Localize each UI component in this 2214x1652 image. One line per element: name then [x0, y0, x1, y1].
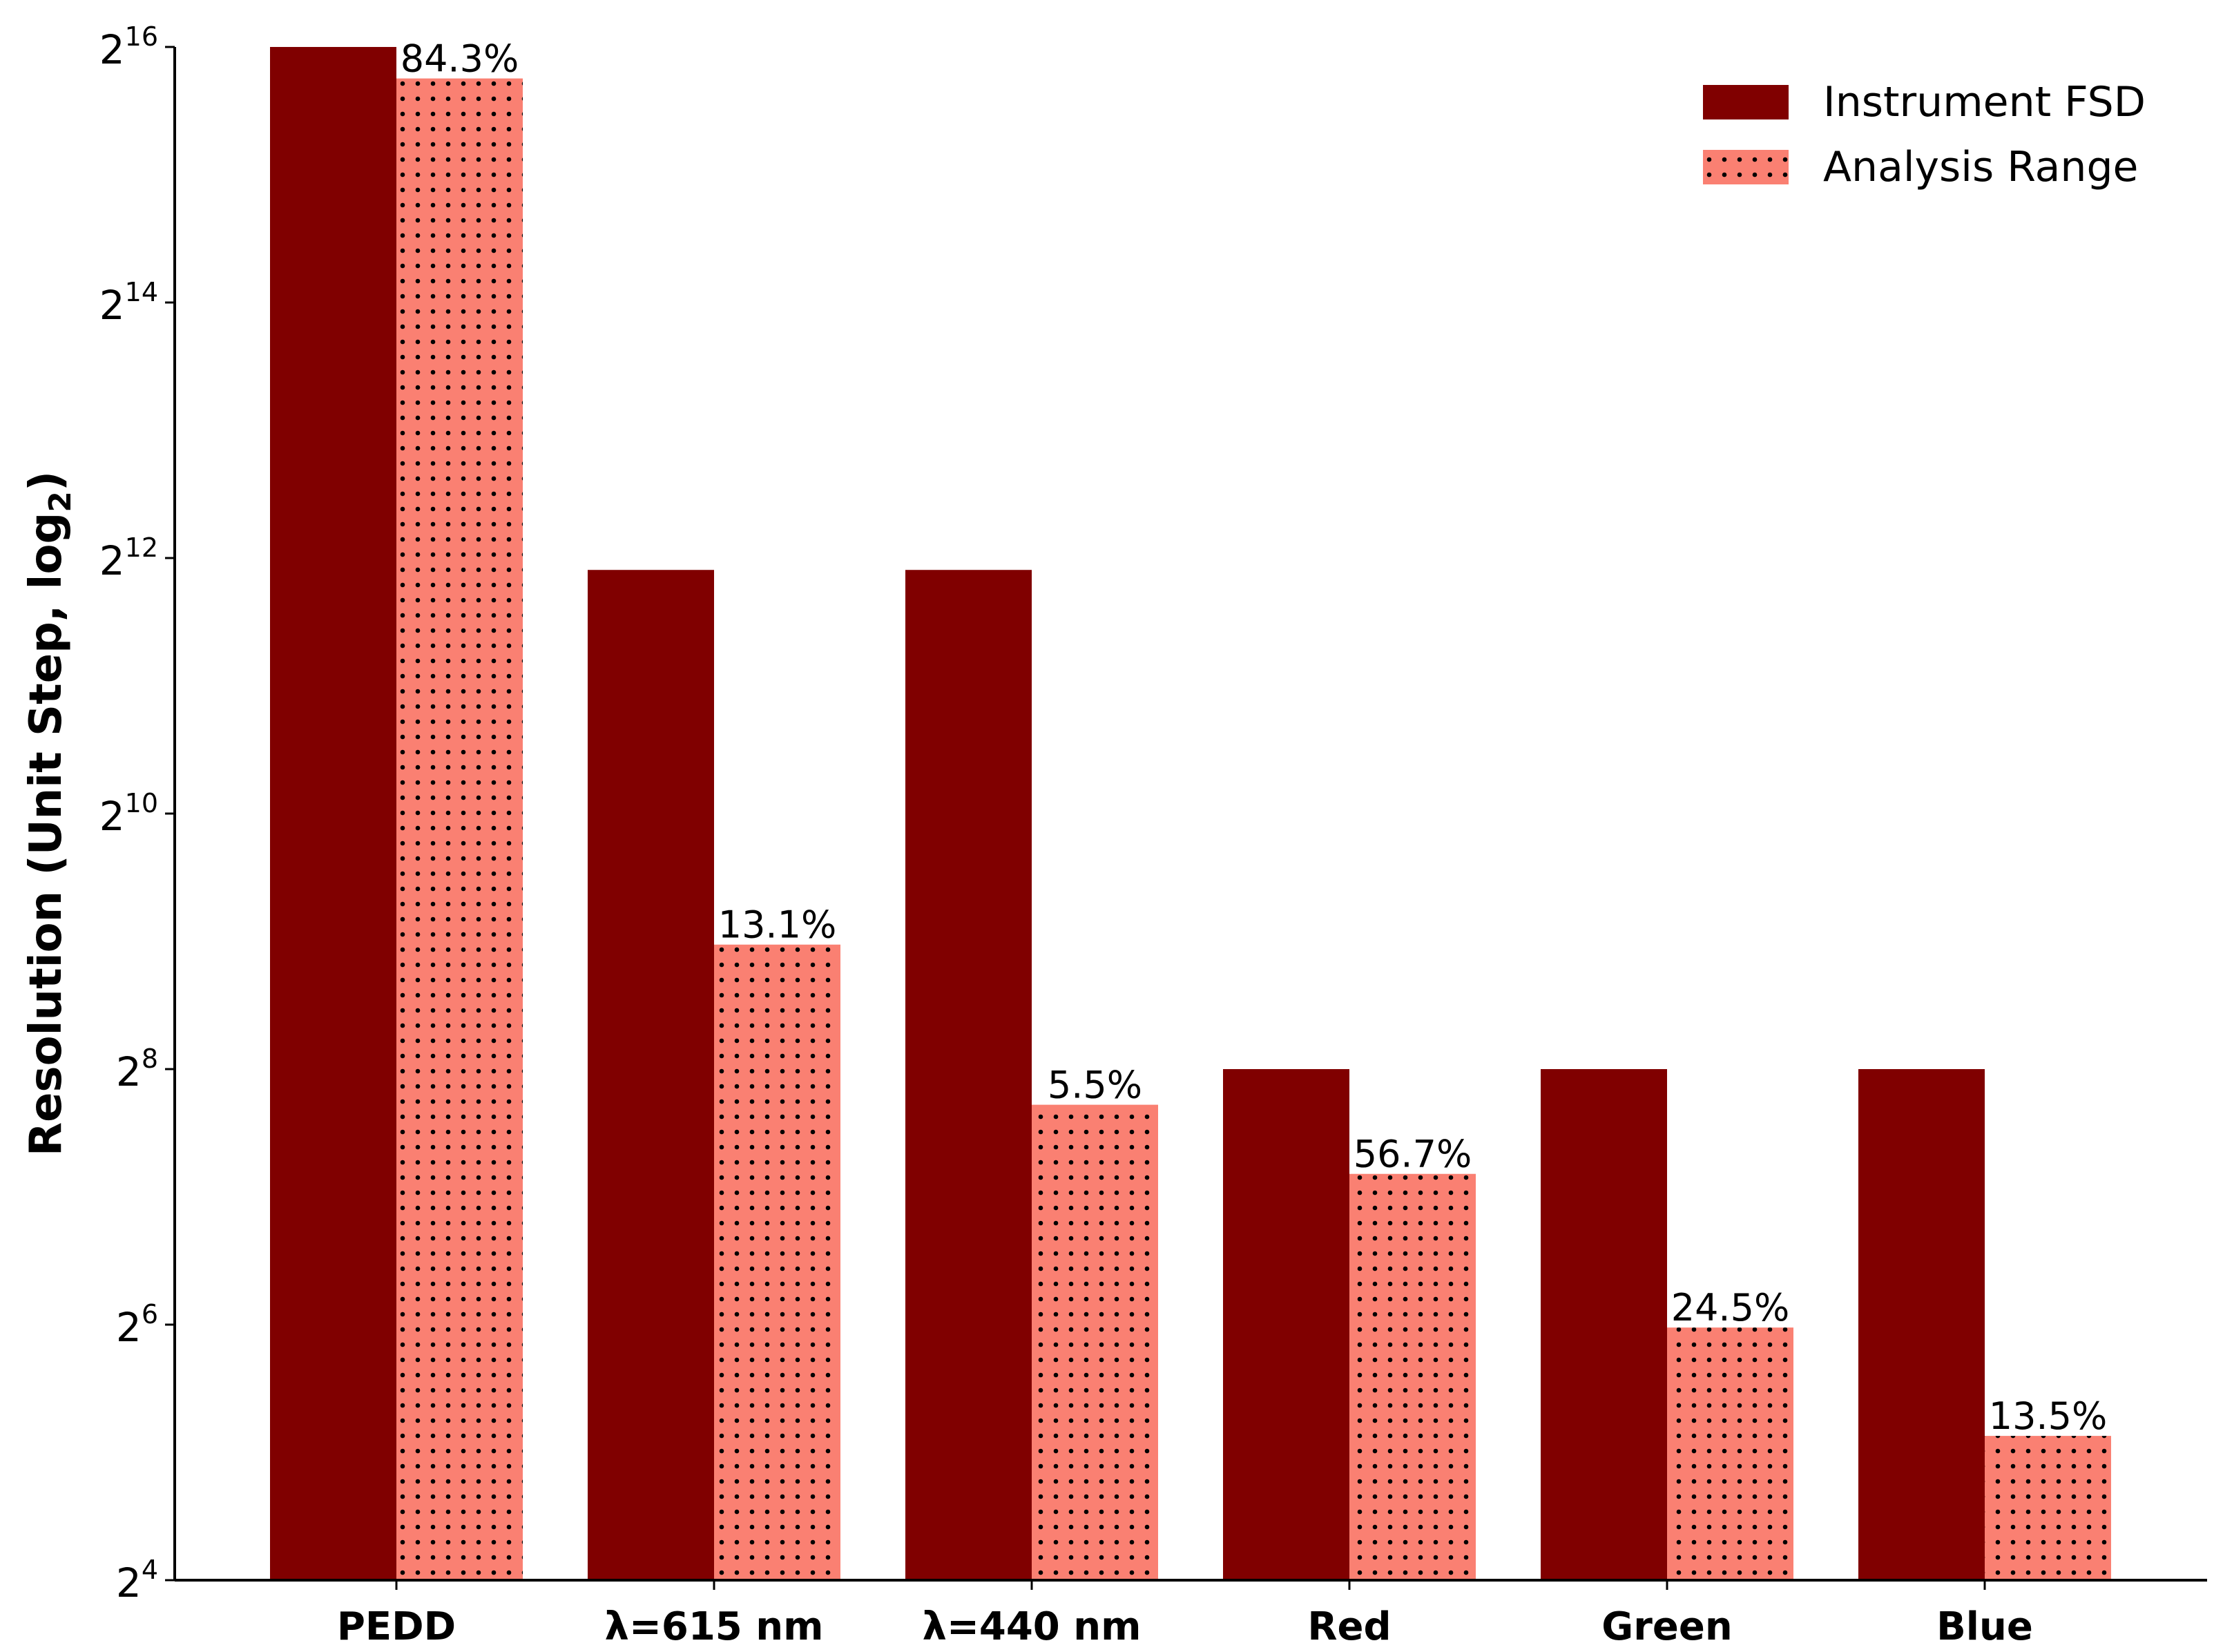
legend-swatch-0: [1703, 85, 1789, 119]
bar-analysis-range-3: [1349, 1173, 1476, 1580]
x-tick-label-0: PEDD: [337, 1604, 456, 1649]
x-tick-label-2: λ=440 nm: [923, 1604, 1142, 1649]
bar-analysis-range-1: [714, 944, 840, 1580]
bar-analysis-range-5: [1985, 1436, 2111, 1580]
y-tick-label-5: 214: [99, 277, 158, 329]
bar-analysis-range-2: [1032, 1104, 1158, 1580]
y-ticks-layer: 24 26 28 210 212 214 216: [99, 21, 175, 1606]
bar-instrument-fsd-0: [270, 47, 396, 1580]
x-tick-label-5: Blue: [1936, 1604, 2033, 1649]
bar-instrument-fsd-5: [1858, 1069, 1985, 1580]
bar-instrument-fsd-4: [1541, 1069, 1667, 1580]
bars-layer: [270, 47, 2111, 1580]
legend: Instrument FSD Analysis Range: [1703, 78, 2146, 191]
data-label-1: 13.1%: [718, 903, 837, 947]
data-labels-layer: 84.3% 13.1% 5.5% 56.7% 24.5% 13.5%: [401, 37, 2108, 1439]
bar-instrument-fsd-1: [588, 570, 714, 1580]
y-axis-label-subscript: 2: [43, 491, 78, 512]
legend-swatch-1: [1703, 150, 1789, 184]
legend-label-0: Instrument FSD: [1823, 78, 2146, 126]
bar-analysis-range-4: [1667, 1327, 1793, 1580]
y-tick-label-0: 24: [116, 1555, 158, 1606]
legend-label-1: Analysis Range: [1823, 143, 2138, 191]
x-tick-label-1: λ=615 nm: [605, 1604, 824, 1649]
y-axis-label-suffix: ): [21, 471, 72, 491]
x-tick-label-3: Red: [1307, 1604, 1391, 1649]
data-label-3: 56.7%: [1354, 1133, 1472, 1176]
y-tick-label-1: 26: [116, 1299, 158, 1351]
data-label-0: 84.3%: [401, 37, 519, 81]
y-axis-label-main: Resolution (Unit Step, log: [21, 512, 72, 1156]
y-axis-label: Resolution (Unit Step, log2): [21, 471, 78, 1156]
y-tick-label-3: 210: [99, 788, 158, 840]
bar-instrument-fsd-3: [1223, 1069, 1349, 1580]
data-label-4: 24.5%: [1671, 1286, 1790, 1329]
x-ticks-layer: PEDD λ=615 nm λ=440 nm Red Green Blue: [337, 1580, 2033, 1649]
bar-analysis-range-0: [396, 78, 523, 1580]
y-tick-label-4: 212: [99, 532, 158, 584]
bar-instrument-fsd-2: [905, 570, 1032, 1580]
y-tick-label-2: 28: [116, 1044, 158, 1095]
data-label-5: 13.5%: [1989, 1394, 2108, 1438]
y-tick-label-6: 216: [99, 21, 158, 73]
x-tick-label-4: Green: [1601, 1604, 1732, 1649]
data-label-2: 5.5%: [1048, 1064, 1142, 1107]
